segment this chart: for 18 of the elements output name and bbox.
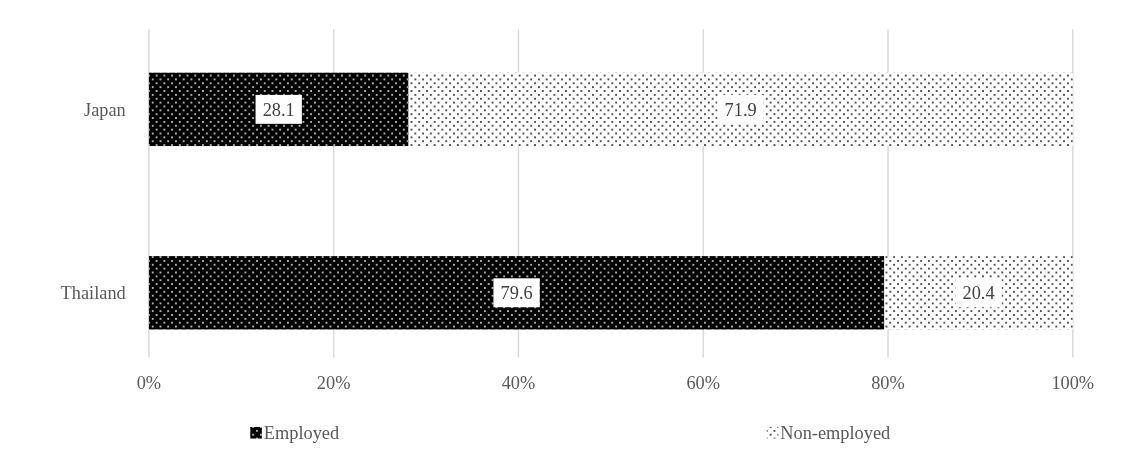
x-tick-label: 20% (316, 373, 351, 394)
legend-label: Employed (263, 423, 340, 444)
bar (148, 72, 409, 147)
y-tick-label: Thailand (60, 283, 126, 304)
x-tick-label: 100% (1051, 373, 1095, 394)
x-tick-label: 80% (871, 373, 905, 394)
data-label: 28.1 (262, 99, 295, 120)
bar (408, 72, 1073, 147)
x-tick-label: 40% (501, 373, 536, 394)
bar (148, 256, 885, 330)
data-label: 79.6 (500, 283, 533, 304)
x-tick-label: 0% (136, 373, 162, 394)
legend-label: Non-employed (780, 423, 891, 444)
data-label: 71.9 (724, 99, 757, 120)
bar (884, 256, 1073, 330)
data-label: 20.4 (962, 283, 995, 304)
y-tick-label: Japan (84, 99, 126, 120)
x-tick-label: 60% (686, 373, 721, 394)
